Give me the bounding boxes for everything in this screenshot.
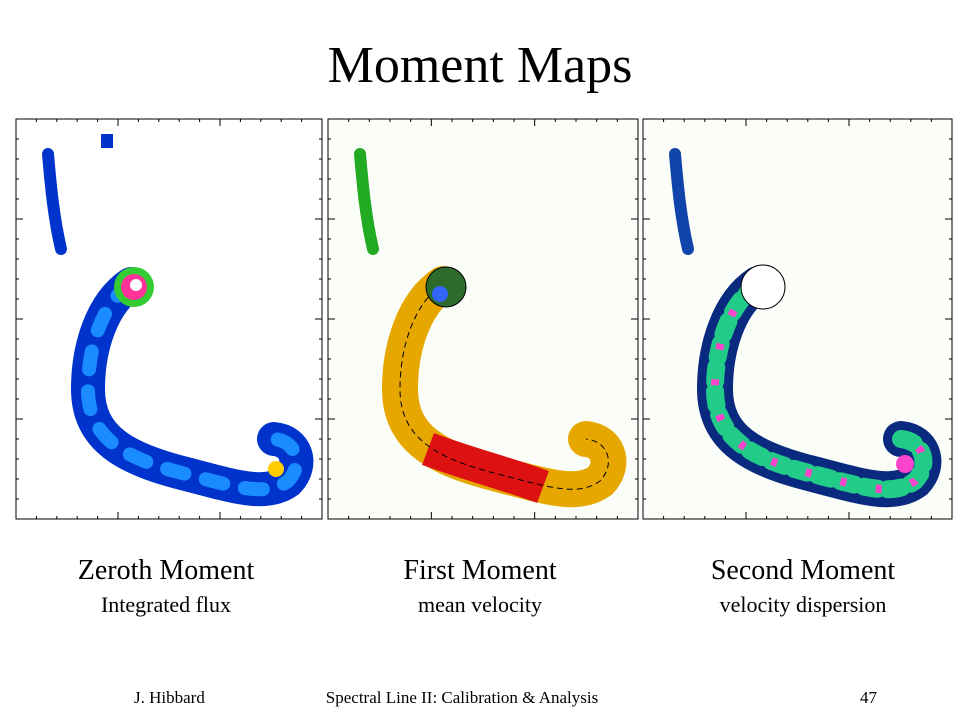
first-moment-map [327, 118, 639, 520]
core [432, 286, 448, 302]
core [130, 279, 142, 291]
zeroth-moment-map [15, 118, 323, 520]
core [425, 266, 467, 308]
captions: Zeroth Moment First Moment Second Moment [78, 555, 896, 586]
footer-page: 47 [860, 688, 878, 707]
panel-caption: Zeroth Moment [78, 555, 255, 586]
knot [268, 461, 284, 477]
panel-caption: Second Moment [711, 555, 896, 586]
blob [101, 134, 113, 148]
knot [896, 455, 914, 473]
core [740, 264, 786, 310]
panel-subcaption: Integrated flux [101, 592, 231, 617]
subcaptions: Integrated flux mean velocity velocity d… [101, 592, 886, 617]
second-moment-map [642, 118, 953, 520]
footer-talk: Spectral Line II: Calibration & Analysis [326, 688, 598, 707]
panel-subcaption: mean velocity [418, 592, 542, 617]
footer-author: J. Hibbard [134, 688, 205, 707]
panel-subcaption: velocity dispersion [720, 592, 887, 617]
panel-caption: First Moment [403, 555, 556, 586]
slide-title: Moment Maps [328, 37, 633, 94]
footer: J. Hibbard Spectral Line II: Calibration… [134, 688, 878, 707]
